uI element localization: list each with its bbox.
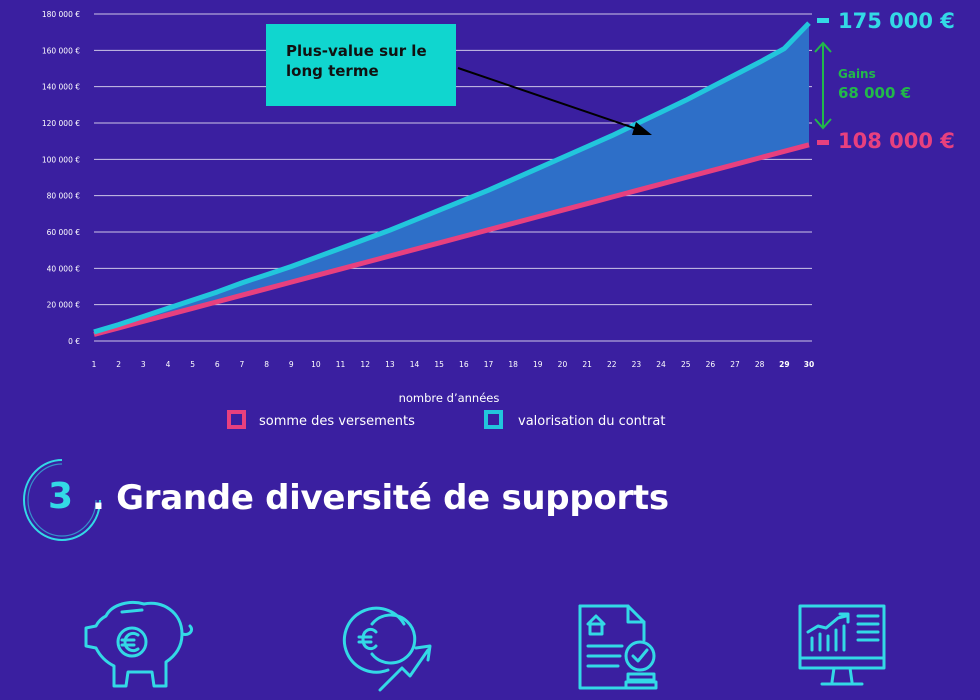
x-tick-label: 23	[632, 360, 642, 369]
number-ring-icon	[23, 459, 101, 541]
x-tick-label: 7	[240, 360, 245, 369]
x-tick-label: 30	[804, 360, 814, 369]
euro-growth-icon	[342, 606, 432, 692]
x-tick-label: 12	[360, 360, 370, 369]
x-tick-label: 24	[656, 360, 666, 369]
y-tick-label: 0 €	[68, 337, 80, 346]
x-tick-label: 3	[141, 360, 146, 369]
callout-arrow	[457, 67, 652, 135]
x-tick-label: 28	[755, 360, 765, 369]
x-tick-label: 2	[116, 360, 121, 369]
y-tick-label: 60 000 €	[47, 228, 81, 237]
x-tick-label: 19	[533, 360, 543, 369]
x-tick-label: 18	[508, 360, 518, 369]
series-line-somme-des-versements	[93, 142, 810, 337]
piggy-bank-euro-icon	[84, 601, 194, 688]
savings-chart: 0 € 20 000 € 40 000 € 60 000 € 80 000 € 100 0…	[42, 9, 955, 429]
y-tick-label: 140 000 €	[42, 83, 80, 92]
y-tick-label: 40 000 €	[47, 264, 81, 273]
callout-box: Plus-value sur le long terme	[266, 24, 456, 106]
y-tick-label: 100 000 €	[42, 155, 80, 164]
end-marker-bottom	[817, 140, 829, 145]
x-axis-title: nombre d’années	[399, 391, 500, 405]
legend: somme des versements valorisation du con…	[227, 410, 665, 429]
gains-value: 68 000 €	[838, 84, 911, 102]
legend-item-somme-des-versements: somme des versements	[227, 410, 415, 429]
x-tick-label: 11	[336, 360, 346, 369]
section-number: 3	[48, 476, 74, 517]
end-value-bottom: 108 000 €	[838, 129, 955, 153]
series-line-valorisation-du-contrat	[93, 21, 811, 335]
x-tick-label: 1	[92, 360, 97, 369]
legend-label-somme-des-versements: somme des versements	[259, 414, 415, 429]
gain-area	[94, 23, 809, 335]
x-tick-label: 22	[607, 360, 617, 369]
section-heading: 3 . Grande diversité de supports	[18, 454, 918, 546]
x-tick-label: 5	[190, 360, 195, 369]
x-tick-label: 29	[779, 360, 789, 369]
x-tick-label: 9	[289, 360, 294, 369]
x-tick-label: 6	[215, 360, 220, 369]
callout-text: Plus-value sur le long terme	[286, 41, 451, 81]
y-tick-label: 160 000 €	[42, 46, 80, 55]
x-tick-label: 13	[385, 360, 395, 369]
section-title: . Grande diversité de supports	[92, 478, 669, 518]
legend-label-valorisation-du-contrat: valorisation du contrat	[518, 414, 665, 429]
gains-arrow	[814, 41, 832, 130]
y-tick-label: 20 000 €	[47, 301, 81, 310]
x-axis-tick-labels: 1 2 3 4 5 6 7 8 9 10 11 12 13 14 15 16 17 18 19 20 21 22 23 24 2…	[92, 360, 815, 369]
x-tick-label: 16	[459, 360, 469, 369]
x-tick-label: 25	[681, 360, 691, 369]
x-tick-label: 21	[582, 360, 592, 369]
end-value-top: 175 000 €	[838, 9, 955, 33]
y-tick-label: 80 000 €	[47, 192, 81, 201]
callout-text-line-1: Plus-value sur le	[286, 42, 427, 60]
x-tick-label: 27	[730, 360, 740, 369]
legend-item-valorisation-du-contrat: valorisation du contrat	[484, 410, 665, 429]
y-tick-label: 180 000 €	[42, 10, 80, 19]
property-document-icon	[578, 604, 658, 690]
x-tick-label: 4	[166, 360, 171, 369]
x-tick-label: 17	[484, 360, 494, 369]
stock-monitor-icon	[798, 604, 886, 686]
x-tick-label: 14	[410, 360, 420, 369]
x-tick-label: 15	[434, 360, 444, 369]
x-tick-label: 20	[558, 360, 568, 369]
x-tick-label: 26	[706, 360, 716, 369]
x-tick-label: 8	[264, 360, 269, 369]
callout-text-line-2: long terme	[286, 62, 379, 80]
gains-label: Gains	[838, 67, 876, 81]
end-marker-top	[817, 18, 829, 23]
y-axis-tick-labels: 0 € 20 000 € 40 000 € 60 000 € 80 000 € 100 0…	[42, 10, 80, 346]
y-tick-label: 120 000 €	[42, 119, 80, 128]
x-tick-label: 10	[311, 360, 321, 369]
